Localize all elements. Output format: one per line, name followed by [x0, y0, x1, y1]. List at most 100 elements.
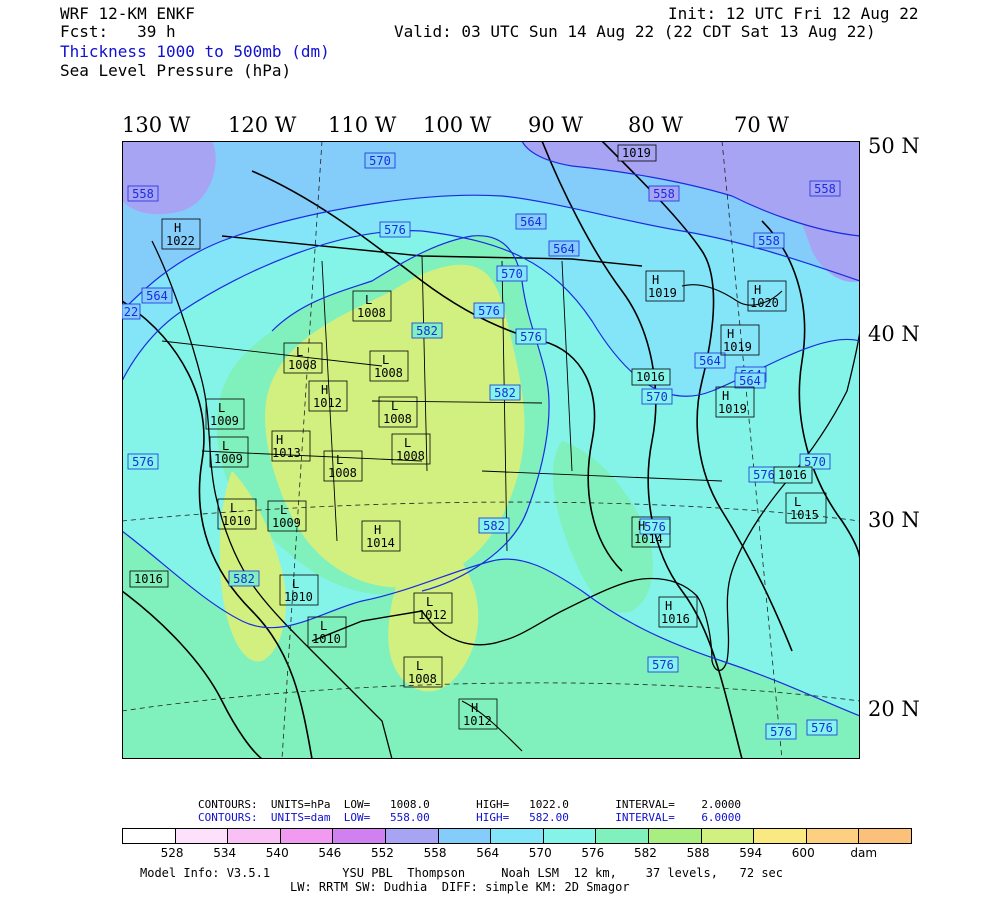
svg-text:558: 558: [653, 187, 675, 201]
colorbar-swatch: [174, 828, 229, 844]
colorbar-label: 546: [318, 846, 342, 860]
thickness-contour-570: [122, 230, 860, 397]
svg-text:L: L: [222, 439, 229, 453]
svg-text:1008: 1008: [288, 358, 317, 372]
svg-text:1016: 1016: [636, 370, 665, 384]
thickness-label: 582: [489, 384, 521, 401]
thickness-564-fill: [122, 141, 860, 311]
svg-text:558: 558: [814, 182, 836, 196]
colorbar-swatch: [595, 828, 649, 844]
thickness-label: 564: [548, 240, 580, 257]
thickness-558-fill-canada: [791, 159, 860, 282]
thickness-558-fill-ne: [522, 141, 860, 236]
thickness-label: 564: [694, 352, 726, 369]
lat-label: 50 N: [868, 134, 920, 158]
thickness-label: 570: [641, 388, 673, 405]
thickness-label: 576: [647, 656, 679, 673]
svg-text:H: H: [276, 433, 283, 447]
svg-text:1008: 1008: [357, 306, 386, 320]
thickness-label: 558: [648, 185, 680, 202]
svg-text:H: H: [652, 273, 659, 287]
svg-text:576: 576: [478, 304, 500, 318]
lon-label: 70 W: [734, 113, 789, 137]
svg-text:576: 576: [811, 721, 833, 735]
svg-text:L: L: [218, 401, 225, 415]
colorbar-label: 564: [476, 846, 500, 860]
west-coastline: [151, 240, 393, 759]
svg-text:1008: 1008: [408, 672, 437, 686]
svg-text:582: 582: [416, 324, 438, 338]
svg-text:570: 570: [369, 154, 391, 168]
thickness-label: 576: [748, 466, 780, 483]
svg-text:1008: 1008: [328, 466, 357, 480]
svg-text:H: H: [471, 701, 478, 715]
svg-text:558: 558: [758, 234, 780, 248]
colorbar-swatch: [385, 828, 439, 844]
colorbar-swatch: [805, 828, 860, 844]
svg-text:1015: 1015: [790, 508, 819, 522]
svg-text:1020: 1020: [750, 296, 779, 310]
svg-text:570: 570: [501, 267, 523, 281]
svg-text:582: 582: [483, 519, 505, 533]
svg-text:570: 570: [646, 390, 668, 404]
svg-text:1022: 1022: [166, 234, 195, 248]
svg-text:1014: 1014: [634, 532, 663, 546]
colorbar-swatch: [227, 828, 281, 844]
colorbar-label: dam: [850, 846, 878, 860]
valid-time: Valid: 03 UTC Sun 14 Aug 22 (22 CDT Sat …: [394, 22, 876, 41]
state-borders: [161, 255, 723, 552]
colorbar-swatch: [858, 828, 912, 844]
init-time: Init: 12 UTC Fri 12 Aug 22: [668, 4, 919, 23]
svg-text:1012: 1012: [418, 608, 447, 622]
thickness-contour-558: [521, 141, 860, 237]
svg-text:564: 564: [146, 289, 168, 303]
svg-text:H: H: [722, 389, 729, 403]
lat-label: 30 N: [868, 508, 920, 532]
lat-label: 40 N: [868, 322, 920, 346]
svg-text:H: H: [638, 519, 645, 533]
svg-text:1010: 1010: [222, 514, 251, 528]
isobar: [122, 300, 313, 759]
isobar-label: 1016: [129, 570, 169, 588]
forecast-hour: Fcst: 39 h: [60, 22, 176, 41]
svg-text:558: 558: [132, 187, 154, 201]
thickness-588-fill-california: [219, 471, 286, 662]
thickness-label: 576: [515, 328, 547, 345]
contour-info-thickness: CONTOURS: UNITS=dam LOW= 558.00 HIGH= 58…: [198, 811, 742, 824]
svg-text:H: H: [374, 523, 381, 537]
colorbar-label: 570: [528, 846, 552, 860]
colorbar-label: 588: [686, 846, 710, 860]
colorbar-label: 534: [213, 846, 237, 860]
lon-label: 130 W: [122, 113, 191, 137]
svg-text:H: H: [665, 599, 672, 613]
contour-info-pressure: CONTOURS: UNITS=hPa LOW= 1008.0 HIGH= 10…: [198, 798, 742, 811]
svg-text:576: 576: [753, 468, 775, 482]
thickness-label: 570: [496, 265, 528, 282]
lon-label: 80 W: [628, 113, 683, 137]
lon-label: 120 W: [228, 113, 297, 137]
svg-text:576: 576: [132, 455, 154, 469]
thickness-label: 558: [127, 185, 159, 202]
weather-map: 570 576 558 564 22 564 558 564 582 576 5…: [122, 141, 860, 759]
field-pressure-label: Sea Level Pressure (hPa): [60, 61, 292, 80]
svg-text:576: 576: [770, 725, 792, 739]
svg-text:1008: 1008: [396, 449, 425, 463]
svg-text:1016: 1016: [134, 572, 163, 586]
svg-text:1019: 1019: [723, 340, 752, 354]
colorbar-label: 600: [791, 846, 815, 860]
svg-text:L: L: [230, 501, 237, 515]
thickness-588-fill-texas: [388, 521, 479, 692]
svg-text:1010: 1010: [312, 632, 341, 646]
thickness-contour-582-south: [122, 530, 860, 717]
